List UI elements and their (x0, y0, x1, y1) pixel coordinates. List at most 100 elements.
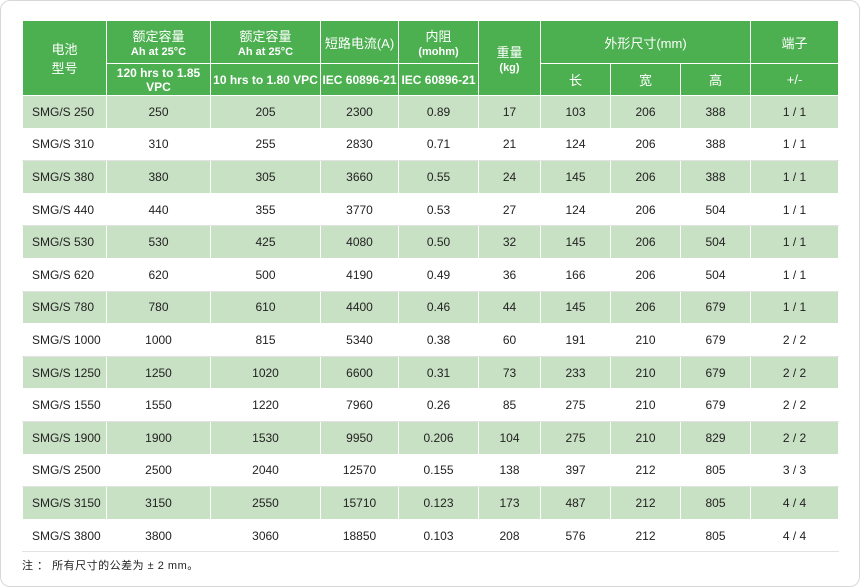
cell-cap120: 3150 (106, 486, 211, 520)
cell-h: 805 (679, 518, 752, 553)
cell-l: 397 (540, 453, 611, 488)
cell-weight: 24 (478, 160, 541, 194)
cell-l: 275 (540, 388, 611, 422)
cell-cap10: 205 (210, 95, 321, 129)
cell-w: 212 (610, 453, 681, 488)
cell-res: 0.103 (398, 518, 479, 553)
cell-term: 4 / 4 (750, 518, 840, 553)
header-capacity-120: 额定容量 Ah at 25°C (106, 20, 211, 64)
cell-l: 124 (540, 127, 611, 162)
cell-term: 1 / 1 (750, 257, 840, 292)
cell-short: 4080 (320, 225, 399, 259)
cell-w: 210 (610, 323, 681, 357)
cell-short: 7960 (320, 388, 399, 422)
cell-short: 5340 (320, 323, 399, 357)
cell-l: 487 (540, 486, 611, 520)
cell-res: 0.50 (398, 225, 479, 259)
cell-cap10: 1530 (210, 420, 321, 455)
cell-cap120: 250 (106, 95, 211, 129)
cell-weight: 73 (478, 355, 541, 390)
header-resistance: 内阻 (mohm) (398, 20, 479, 64)
cell-cap120: 3800 (106, 518, 211, 553)
header-capacity-10: 额定容量 Ah at 25°C (210, 20, 321, 64)
table-row: SMG/S 780 780 610 4400 0.46 44 145 206 679 1 / 1 (22, 290, 840, 325)
header-short-circuit: 短路电流(A) (320, 20, 399, 64)
cell-short: 3770 (320, 192, 399, 227)
table-row: SMG/S 1000 1000 815 5340 0.38 60 191 210 679 2 / … (22, 323, 840, 357)
cell-w: 206 (610, 225, 681, 259)
cell-cap10: 3060 (210, 518, 321, 553)
cell-short: 12570 (320, 453, 399, 488)
cell-model: SMG/S 780 (22, 290, 107, 325)
cell-model: SMG/S 440 (22, 192, 107, 227)
cell-term: 2 / 2 (750, 388, 840, 422)
cell-cap120: 1900 (106, 420, 211, 455)
cell-w: 210 (610, 388, 681, 422)
cell-model: SMG/S 1550 (22, 388, 107, 422)
cell-w: 210 (610, 420, 681, 455)
header-resistance-standard: IEC 60896-21 (398, 63, 479, 96)
cell-model: SMG/S 310 (22, 127, 107, 162)
cell-l: 145 (540, 160, 611, 194)
cell-cap120: 1000 (106, 323, 211, 357)
cell-res: 0.71 (398, 127, 479, 162)
cell-cap120: 780 (106, 290, 211, 325)
cell-term: 1 / 1 (750, 160, 840, 194)
cell-short: 4190 (320, 257, 399, 292)
cell-cap120: 530 (106, 225, 211, 259)
cell-weight: 17 (478, 95, 541, 129)
cell-h: 388 (679, 160, 752, 194)
header-capacity-120-sub: Ah at 25°C (130, 46, 187, 58)
cell-cap10: 355 (210, 192, 321, 227)
cell-term: 1 / 1 (750, 192, 840, 227)
cell-h: 679 (679, 323, 752, 357)
cell-h: 504 (679, 257, 752, 292)
table-row: SMG/S 1250 1250 1020 6600 0.31 73 233 210 679 2 /… (22, 355, 840, 390)
header-model: 电池 型号 (22, 20, 107, 96)
cell-h: 805 (679, 453, 752, 488)
cell-h: 805 (679, 486, 752, 520)
cell-res: 0.53 (398, 192, 479, 227)
table-header: 电池 型号 额定容量 Ah at 25°C 额定容量 Ah at 25°C 短路电流… (22, 20, 840, 96)
cell-weight: 44 (478, 290, 541, 325)
cell-term: 1 / 1 (750, 127, 840, 162)
cell-res: 0.89 (398, 95, 479, 129)
cell-weight: 32 (478, 225, 541, 259)
cell-cap120: 310 (106, 127, 211, 162)
cell-w: 206 (610, 290, 681, 325)
cell-cap10: 610 (210, 290, 321, 325)
cell-cap10: 425 (210, 225, 321, 259)
table-row: SMG/S 250 250 205 2300 0.89 17 103 206 388 1 / 1 (22, 95, 840, 129)
cell-term: 4 / 4 (750, 486, 840, 520)
cell-term: 2 / 2 (750, 323, 840, 357)
cell-cap10: 2550 (210, 486, 321, 520)
cell-weight: 27 (478, 192, 541, 227)
header-resistance-sub: (mohm) (418, 46, 459, 58)
cell-h: 679 (679, 355, 752, 390)
header-capacity-10-condition: 10 hrs to 1.80 VPC (210, 63, 321, 96)
cell-res: 0.206 (398, 420, 479, 455)
cell-short: 18850 (320, 518, 399, 553)
header-resistance-title: 内阻 (425, 29, 452, 44)
cell-short: 3660 (320, 160, 399, 194)
cell-res: 0.49 (398, 257, 479, 292)
cell-cap120: 1250 (106, 355, 211, 390)
cell-weight: 36 (478, 257, 541, 292)
cell-w: 206 (610, 95, 681, 129)
cell-l: 191 (540, 323, 611, 357)
cell-weight: 21 (478, 127, 541, 162)
cell-cap10: 2040 (210, 453, 321, 488)
cell-short: 15710 (320, 486, 399, 520)
cell-l: 145 (540, 225, 611, 259)
cell-model: SMG/S 380 (22, 160, 107, 194)
cell-cap120: 620 (106, 257, 211, 292)
header-weight-title: 重量 (496, 45, 523, 60)
cell-model: SMG/S 3800 (22, 518, 107, 553)
cell-cap10: 1220 (210, 388, 321, 422)
cell-term: 2 / 2 (750, 355, 840, 390)
cell-term: 3 / 3 (750, 453, 840, 488)
cell-cap10: 255 (210, 127, 321, 162)
cell-w: 210 (610, 355, 681, 390)
cell-model: SMG/S 3150 (22, 486, 107, 520)
cell-res: 0.38 (398, 323, 479, 357)
